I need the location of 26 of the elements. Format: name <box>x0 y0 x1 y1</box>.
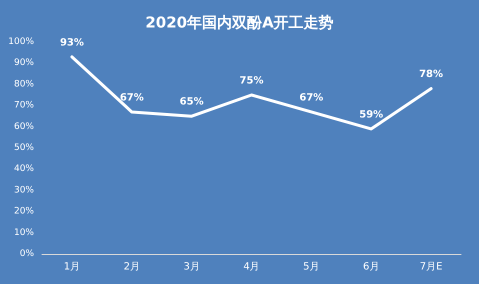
x-tick-label: 3月 <box>183 262 200 272</box>
x-tick-label: 5月 <box>303 262 320 272</box>
y-tick-label: 10% <box>14 228 34 238</box>
data-label: 59% <box>359 109 384 120</box>
data-label: 65% <box>180 96 204 108</box>
data-label: 93% <box>60 37 84 48</box>
y-tick-label: 80% <box>14 79 34 90</box>
y-tick-label: 90% <box>14 58 34 68</box>
x-tick-label: 2月 <box>124 262 140 272</box>
data-label: 75% <box>240 76 264 86</box>
y-tick-label: 100% <box>8 37 34 47</box>
data-label: 78% <box>419 69 444 80</box>
y-tick-label: 70% <box>14 100 34 111</box>
y-tick-label: 40% <box>14 164 34 174</box>
data-label: 67% <box>120 92 144 104</box>
chart-title: 2020年国内双酚A开工走势 <box>145 14 334 32</box>
x-tick-label: 6月 <box>363 262 380 272</box>
y-tick-label: 0% <box>20 249 34 259</box>
y-tick-label: 60% <box>14 122 34 132</box>
data-label: 67% <box>299 92 324 104</box>
y-tick-label: 20% <box>14 206 34 217</box>
x-tick-label: 7月E <box>420 262 442 272</box>
x-tick-label: 1月 <box>64 262 80 272</box>
y-tick-label: 30% <box>14 185 34 196</box>
y-tick-label: 50% <box>14 143 34 153</box>
x-tick-label: 4月 <box>243 262 260 272</box>
